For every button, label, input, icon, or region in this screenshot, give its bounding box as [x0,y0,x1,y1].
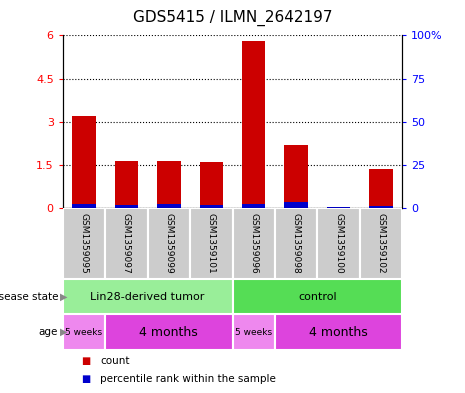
Text: GSM1359097: GSM1359097 [122,213,131,274]
Bar [242,41,266,208]
Text: GSM1359096: GSM1359096 [249,213,258,274]
Bar [190,208,232,279]
Bar [63,279,232,314]
Text: disease state: disease state [0,292,58,302]
Bar [317,208,360,279]
Bar [232,314,275,350]
Bar [157,204,180,208]
Bar [285,202,308,208]
Bar [369,169,392,208]
Bar [199,205,223,208]
Text: 4 months: 4 months [140,325,198,339]
Bar [73,116,96,208]
Bar [105,208,147,279]
Bar [115,205,138,208]
Bar [199,162,223,208]
Bar [232,279,402,314]
Bar [285,145,308,208]
Text: 5 weeks: 5 weeks [66,328,103,336]
Text: ■: ■ [81,374,91,384]
Text: count: count [100,356,129,366]
Bar [360,208,402,279]
Bar [63,208,105,279]
Bar [369,206,392,208]
Bar [73,204,96,208]
Text: GSM1359098: GSM1359098 [292,213,301,274]
Bar [275,208,317,279]
Bar [327,207,350,208]
Bar [242,204,266,208]
Bar [63,314,105,350]
Bar [157,161,180,208]
Text: GSM1359095: GSM1359095 [80,213,88,274]
Bar [147,208,190,279]
Text: control: control [298,292,337,302]
Bar [327,207,350,208]
Text: ▶: ▶ [60,327,68,337]
Text: GSM1359101: GSM1359101 [207,213,216,274]
Text: 5 weeks: 5 weeks [235,328,272,336]
Text: age: age [39,327,58,337]
Bar [115,161,138,208]
Text: percentile rank within the sample: percentile rank within the sample [100,374,276,384]
Text: GSM1359099: GSM1359099 [164,213,173,274]
Text: Lin28-derived tumor: Lin28-derived tumor [91,292,205,302]
Text: GDS5415 / ILMN_2642197: GDS5415 / ILMN_2642197 [133,10,332,26]
Text: ▶: ▶ [60,292,68,302]
Text: GSM1359100: GSM1359100 [334,213,343,274]
Bar [275,314,402,350]
Bar [105,314,232,350]
Text: 4 months: 4 months [309,325,368,339]
Bar [232,208,275,279]
Text: GSM1359102: GSM1359102 [377,213,385,274]
Text: ■: ■ [81,356,91,366]
